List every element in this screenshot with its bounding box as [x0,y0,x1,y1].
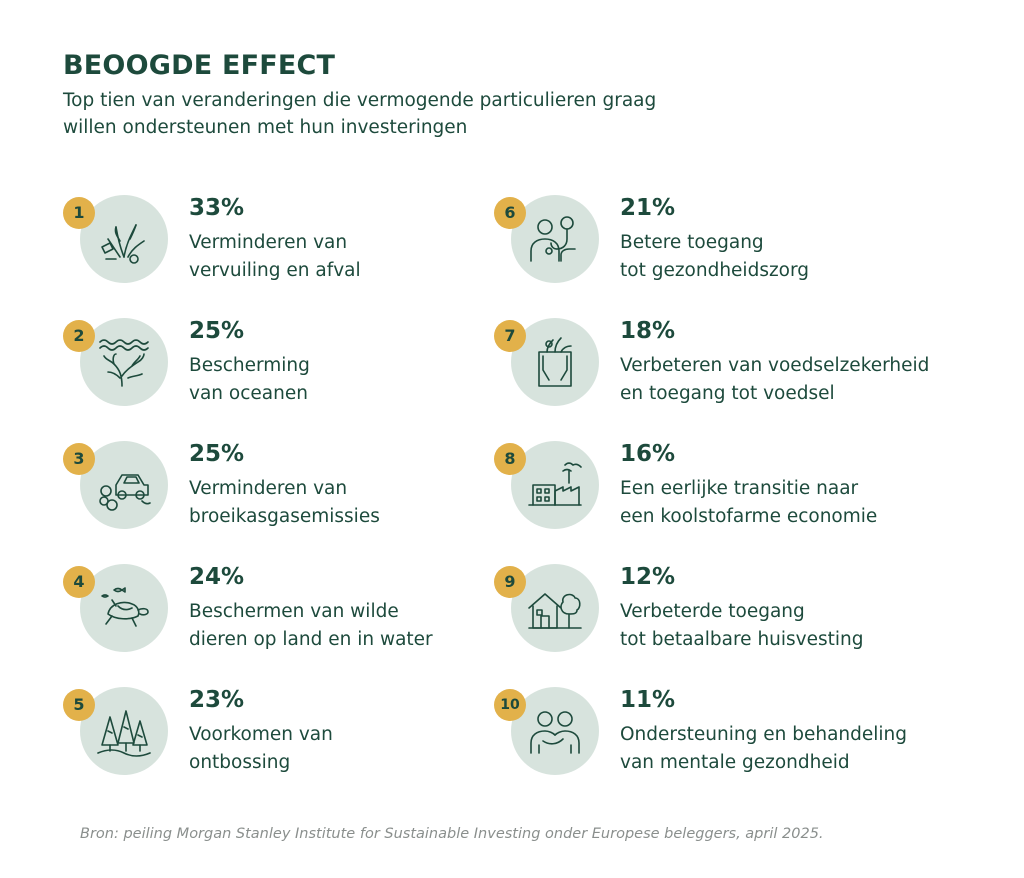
item-label: Verminderen van vervuiling en afval [189,232,361,281]
item-percent: 21% [620,195,676,221]
item-label: Betere toegang tot gezondheidszorg [620,232,810,281]
item-label: Voorkomen van ontbossing [189,724,333,773]
item-percent: 24% [189,564,245,590]
list-item-10: 10 11% Ondersteuning en behandeling van … [494,687,934,787]
list-item-7: 7 18% Verbeteren van voedselzekerheid en… [494,318,934,418]
item-percent: 11% [620,687,676,713]
item-label: Verbeterde toegang tot betaalbare huisve… [620,601,864,650]
list-item-1: 1 33% Verminderen van vervuiling en afva… [63,195,503,295]
item-label: Beschermen van wilde dieren op land en i… [189,601,433,650]
item-label: Verminderen van broeikasgasemissies [189,478,380,527]
list-item-8: 8 16% Een eerlijke transitie naar een ko… [494,441,934,541]
list-item-3: 3 25% Verminderen van broeikasgasemissie… [63,441,503,541]
item-label: Bescherming van oceanen [189,355,310,404]
rank-badge: 3 [63,443,95,475]
car-emission-icon [99,474,151,511]
item-percent: 25% [189,441,245,467]
list-item-2: 2 25% Bescherming van oceanen [63,318,503,418]
rank-badge: 8 [494,443,526,475]
list-item-4: 4 24% Beschermen van wilde dieren op lan… [63,564,503,664]
coral-ocean-icon [99,339,149,387]
rank-badge: 2 [63,320,95,352]
item-percent: 25% [189,318,245,344]
factory-icon [528,462,582,506]
item-percent: 23% [189,687,245,713]
page-title: BEOOGDE EFFECT [63,50,336,81]
house-tree-icon [528,593,582,629]
item-percent: 33% [189,195,245,221]
rank-badge: 9 [494,566,526,598]
people-support-icon [530,711,580,754]
pollution-waste-icon [101,224,145,264]
list-item-6: 6 21% Betere toegang tot gezondheidszorg [494,195,934,295]
turtle-fish-icon [101,587,149,627]
item-label: Verbeteren van voedselzekerheid en toega… [620,355,930,404]
item-label: Een eerlijke transitie naar een koolstof… [620,478,878,527]
source-note: Bron: peiling Morgan Stanley Institute f… [80,826,824,842]
page-subtitle: Top tien van veranderingen die vermogend… [63,90,657,138]
rank-badge: 1 [63,197,95,229]
item-label: Ondersteuning en behandeling van mentale… [620,724,908,773]
item-percent: 18% [620,318,676,344]
doctor-stethoscope-icon [530,216,576,262]
grocery-bag-icon [538,337,572,387]
item-percent: 16% [620,441,676,467]
rank-badge: 5 [63,689,95,721]
item-percent: 12% [620,564,676,590]
forest-icon [97,710,151,757]
list-item-9: 9 12% Verbeterde toegang tot betaalbare … [494,564,934,664]
rank-badge: 4 [63,566,95,598]
list-item-5: 5 23% Voorkomen van ontbossing [63,687,503,787]
rank-badge: 10 [494,689,526,721]
rank-badge: 6 [494,197,526,229]
rank-badge: 7 [494,320,526,352]
